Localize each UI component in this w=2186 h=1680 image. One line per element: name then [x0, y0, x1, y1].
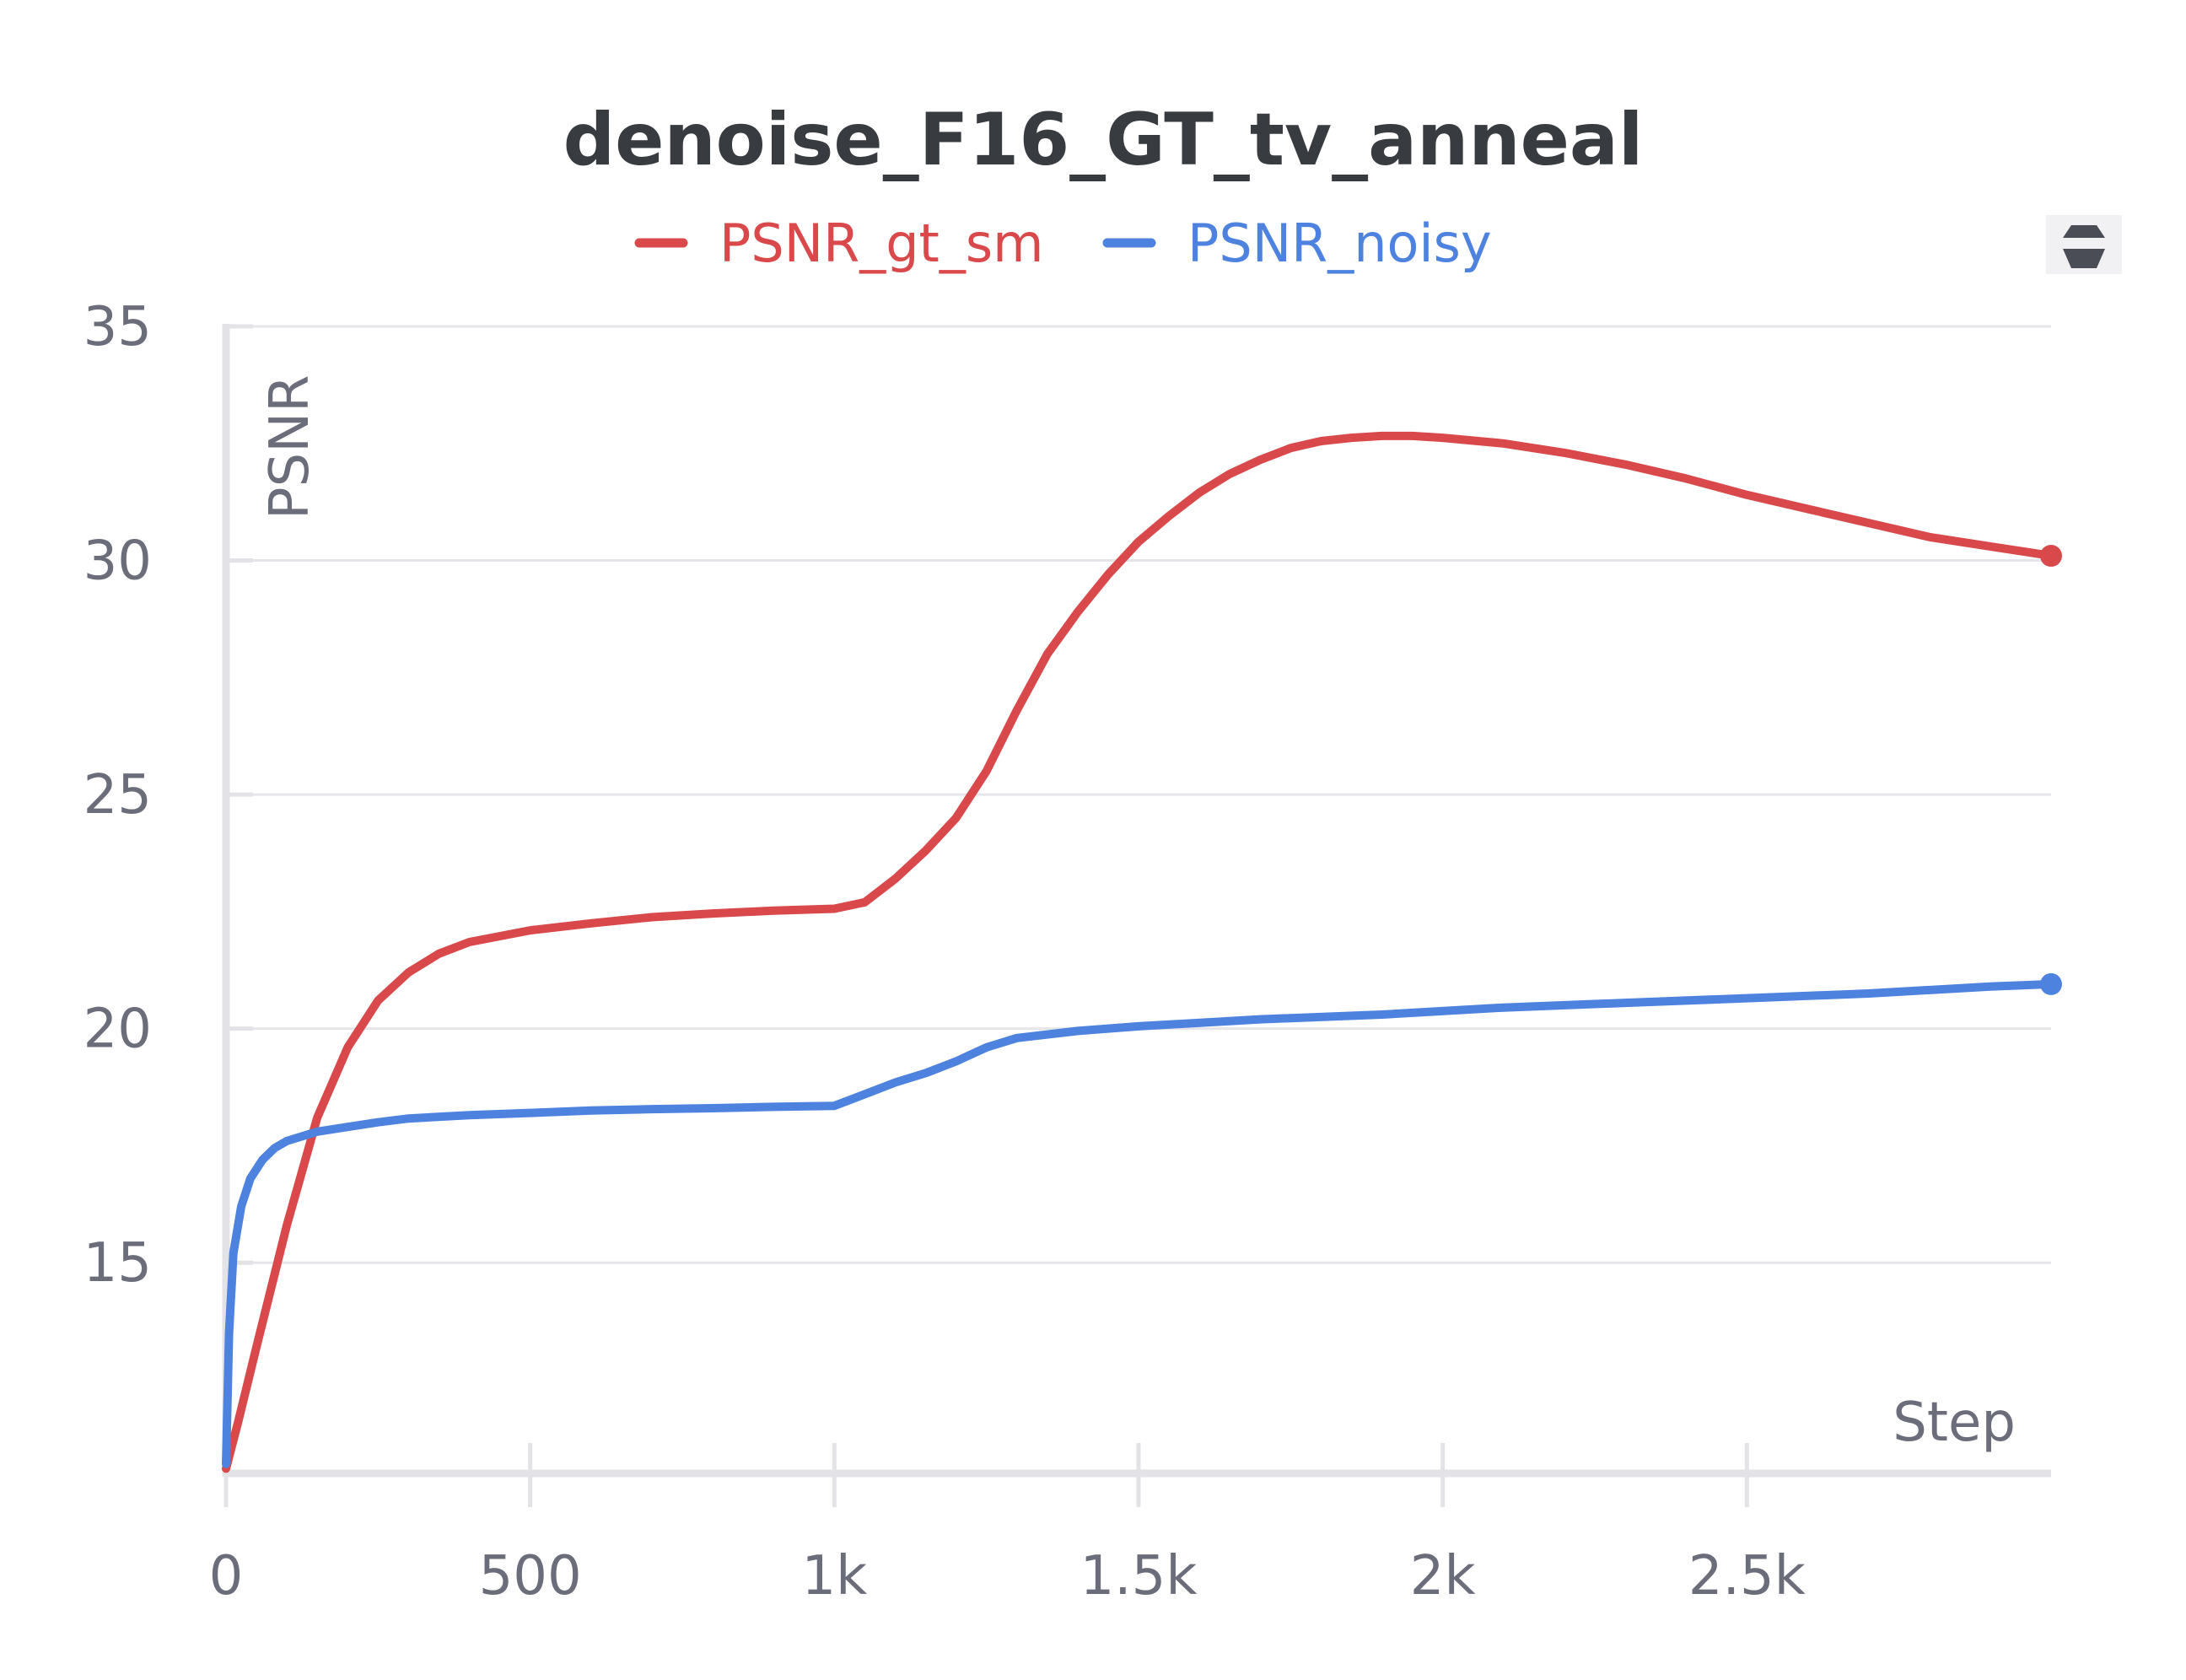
legend-item[interactable]: PSNR_gt_sm [634, 213, 1044, 274]
sort-down-icon [2063, 249, 2105, 268]
x-tick-label: 1k [801, 1545, 867, 1607]
chart-axes [222, 324, 2051, 1478]
x-tick-label: 1.5k [1080, 1545, 1198, 1607]
series-end-marker [2040, 545, 2062, 567]
chart-series [222, 431, 2062, 1473]
legend-label: PSNR_gt_sm [719, 213, 1044, 274]
x-tick-label: 0 [209, 1545, 244, 1607]
series-end-marker [2040, 972, 2062, 995]
x-axis-ticks: 0 500 1k 1.5k 2k 2.5k [209, 1443, 1806, 1607]
sort-up-icon [2063, 225, 2105, 238]
chart-gridlines [226, 325, 2051, 1264]
legend-item[interactable]: PSNR_noisy [1102, 213, 1492, 274]
y-tick-label: 25 [83, 764, 152, 827]
y-tick-label: 15 [83, 1232, 152, 1295]
series-line-psnr-noisy [222, 979, 2055, 1468]
y-tick-label: 35 [83, 296, 152, 358]
series-line-psnr-gt-sm [222, 431, 2055, 1473]
x-tick-label: 2.5k [1688, 1545, 1806, 1607]
x-axis-title: Step [1893, 1392, 2016, 1454]
y-tick-label: 20 [83, 999, 152, 1061]
x-tick-label: 500 [479, 1545, 582, 1607]
chart-legend: PSNR_gt_sm PSNR_noisy [634, 213, 1492, 274]
y-axis-ticks: 15 20 25 30 35 [83, 296, 253, 1295]
legend-sort-button[interactable] [2046, 215, 2122, 274]
x-tick-label: 2k [1410, 1545, 1476, 1607]
y-axis-title: PSNR [259, 374, 321, 520]
chart-title: denoise_F16_GT_tv_anneal [563, 98, 1644, 182]
y-tick-label: 30 [83, 530, 152, 593]
legend-label: PSNR_noisy [1187, 213, 1492, 274]
